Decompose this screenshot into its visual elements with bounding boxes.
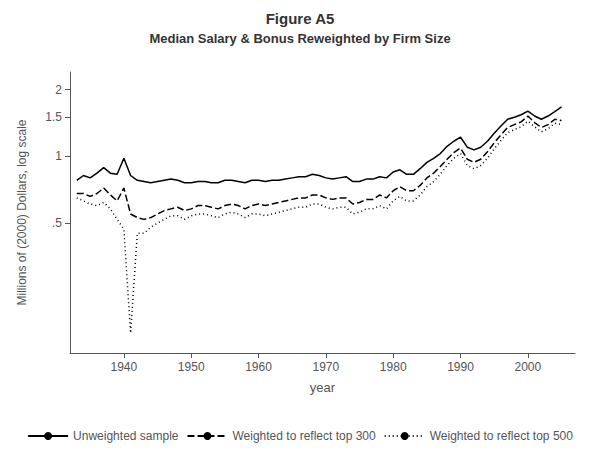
svg-text:year: year [310, 380, 336, 395]
svg-text:1.5: 1.5 [45, 110, 62, 124]
svg-text:Weighted to reflect top 500: Weighted to reflect top 500 [430, 429, 574, 443]
svg-text:1940: 1940 [111, 360, 138, 374]
svg-text:2000: 2000 [515, 360, 542, 374]
svg-text:1: 1 [55, 149, 62, 163]
svg-text:1970: 1970 [313, 360, 340, 374]
svg-text:1990: 1990 [447, 360, 474, 374]
svg-text:1960: 1960 [245, 360, 272, 374]
svg-text:Figure A5: Figure A5 [266, 10, 335, 27]
svg-text:1980: 1980 [380, 360, 407, 374]
svg-text:1950: 1950 [178, 360, 205, 374]
svg-text:Unweighted sample: Unweighted sample [73, 429, 179, 443]
svg-text:.5: .5 [52, 216, 62, 230]
svg-text:2: 2 [55, 83, 62, 97]
svg-text:Weighted to reflect top 300: Weighted to reflect top 300 [232, 429, 376, 443]
svg-text:Millions of (2000) Dollars, lo: Millions of (2000) Dollars, log scale [15, 119, 29, 305]
svg-text:Median Salary & Bonus Reweight: Median Salary & Bonus Reweighted by Firm… [149, 31, 450, 46]
